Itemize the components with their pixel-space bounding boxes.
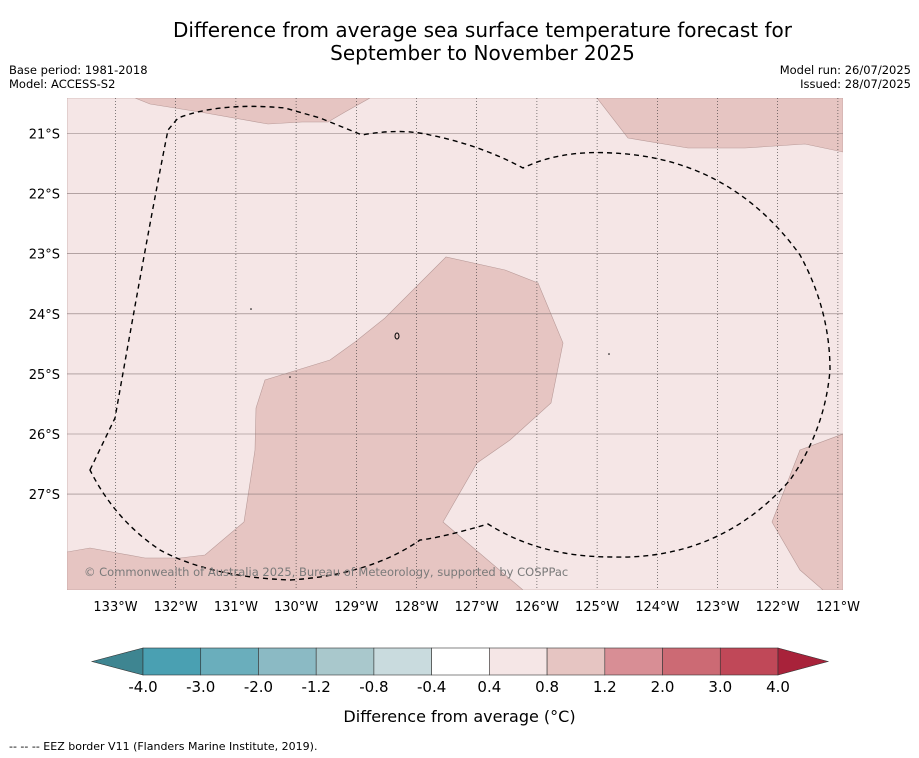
colorbar-segment (662, 647, 721, 676)
colorbar-segment (719, 647, 779, 676)
lon-tick-label: 129°W (334, 600, 378, 615)
lon-tick-label: 133°W (93, 600, 137, 615)
colorbar-segment (315, 647, 375, 676)
colorbar-title: Difference from average (°C) (343, 707, 576, 726)
lon-tick-label: 124°W (635, 600, 679, 615)
colorbar-tick-label: 2.0 (651, 678, 675, 696)
colorbar-over-triangle (777, 647, 830, 676)
colorbar-segment (431, 647, 490, 676)
colorbar-tick-label: 0.8 (535, 678, 559, 696)
colorbar-segment (604, 647, 663, 676)
lon-tick-label: 128°W (394, 600, 438, 615)
lon-tick-label: 126°W (515, 600, 559, 615)
lat-tick-label: 22°S (29, 188, 60, 203)
colorbar-tick-label: 4.0 (766, 678, 790, 696)
lon-tick-label: 127°W (455, 600, 499, 615)
colorbar-tick-label: 1.2 (593, 678, 617, 696)
colorbar-segment (373, 647, 432, 676)
eez-border (89, 105, 831, 581)
colorbar-tick-label: -2.0 (244, 678, 273, 696)
map-title: Difference from average sea surface temp… (0, 19, 919, 65)
lon-tick-label: 132°W (154, 600, 198, 615)
meta-right: Model run: 26/07/2025 Issued: 28/07/2025 (780, 63, 911, 91)
lon-tick-label: 123°W (695, 600, 739, 615)
colorbar-tick-label: -0.8 (359, 678, 388, 696)
latitude-axis: 21°S 22°S 23°S 24°S 25°S 26°S 27°S (29, 128, 60, 504)
colorbar: -4.0 -3.0 -2.0 -1.2 -0.8 -0.4 0.4 0.8 1.2 2.0 3.0 4… (90, 647, 830, 696)
graticule (67, 98, 843, 590)
colorbar-tick-label: 3.0 (708, 678, 732, 696)
lon-tick-label: 125°W (575, 600, 619, 615)
lon-tick-label: 122°W (756, 600, 800, 615)
colorbar-tick-label: -1.2 (302, 678, 331, 696)
lat-tick-label: 23°S (29, 248, 60, 263)
base-period: Base period: 1981-2018 (9, 63, 148, 77)
lon-tick-label: 121°W (816, 600, 860, 615)
longitude-axis: 133°W 132°W 131°W 130°W 129°W 128°W 127°W 126°W… (93, 600, 860, 615)
lat-tick-label: 25°S (29, 368, 60, 383)
model-name: Model: ACCESS-S2 (9, 77, 116, 91)
issued-date: Issued: 28/07/2025 (800, 77, 911, 91)
lat-tick-label: 27°S (29, 488, 60, 503)
colorbar-segment (546, 647, 606, 676)
colorbar-segment (200, 647, 259, 676)
lon-tick-label: 130°W (274, 600, 318, 615)
colorbar-tick-label: -3.0 (186, 678, 215, 696)
lat-tick-label: 26°S (29, 428, 60, 443)
lat-tick-label: 21°S (29, 128, 60, 143)
anomaly-region-0.8-1.2 (67, 98, 843, 590)
lon-tick-label: 131°W (214, 600, 258, 615)
colorbar-segment (489, 647, 548, 676)
colorbar-under-triangle (90, 647, 144, 676)
model-run: Model run: 26/07/2025 (779, 63, 911, 77)
colorbar-segment (258, 647, 317, 676)
copyright-text: © Commonwealth of Australia 2025, Bureau… (84, 565, 568, 579)
colorbar-tick-label: -0.4 (417, 678, 446, 696)
title-line-2: September to November 2025 (330, 41, 635, 65)
colorbar-tick-label: -4.0 (128, 678, 157, 696)
small-islands (250, 308, 610, 378)
meta-left: Base period: 1981-2018 Model: ACCESS-S2 (9, 63, 148, 91)
title-line-1: Difference from average sea surface temp… (172, 18, 792, 42)
colorbar-segment (142, 647, 202, 676)
map-panel: © Commonwealth of Australia 2025, Bureau… (67, 98, 843, 590)
colorbar-tick-label: 0.4 (477, 678, 501, 696)
lat-tick-label: 24°S (29, 308, 60, 323)
footnote: -- -- -- EEZ border V11 (Flanders Marine… (9, 740, 318, 753)
